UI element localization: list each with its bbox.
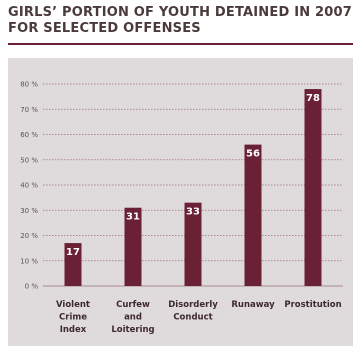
category-label: Disorderly: [168, 300, 218, 310]
y-tick-label: 0 %: [25, 283, 39, 291]
y-tick-label: 40 %: [20, 182, 38, 190]
chart-header: GIRLS’ PORTION OF YOUTH DETAINED IN 2007…: [8, 5, 353, 45]
category-label: Loitering: [111, 325, 154, 335]
category-label: Runaway: [231, 300, 275, 310]
bar-value-label: 33: [186, 207, 200, 218]
chart-panel: 0 % 10 % 20 % 30 % 40 % 50 % 60 % 70 % 80 % 17 31…: [8, 58, 353, 346]
y-tick-label: 30 %: [20, 207, 38, 215]
bar: [184, 202, 202, 286]
bar-value-label: 56: [246, 149, 260, 160]
y-tick-label: 50 %: [20, 156, 38, 164]
bar-value-label: 17: [66, 247, 80, 258]
data-labels: 17 31 33 56 78: [66, 93, 320, 258]
y-tick-label: 10 %: [20, 257, 38, 265]
y-tick-label: 80 %: [20, 81, 38, 89]
y-tick-label: 20 %: [20, 232, 38, 240]
chart-title: GIRLS’ PORTION OF YOUTH DETAINED IN 2007…: [8, 5, 353, 36]
y-tick-label: 70 %: [20, 106, 38, 114]
bar: [244, 144, 262, 286]
category-label: Curfew: [116, 300, 150, 310]
bars: [64, 89, 322, 286]
bar: [304, 89, 322, 286]
category-label: Crime: [59, 313, 87, 323]
bar-chart: 0 % 10 % 20 % 30 % 40 % 50 % 60 % 70 % 80 % 17 31…: [20, 81, 343, 335]
category-label: Prostitution: [284, 300, 341, 310]
category-label: Conduct: [173, 313, 212, 323]
bar-value-label: 78: [306, 93, 320, 104]
bar: [64, 243, 82, 286]
category-label: Violent: [56, 300, 90, 310]
category-label: Index: [60, 325, 87, 335]
title-rule: [8, 43, 353, 45]
y-tick-label: 60 %: [20, 131, 38, 139]
bar: [124, 207, 142, 286]
bar-value-label: 31: [126, 212, 140, 223]
y-axis-ticks: 0 % 10 % 20 % 30 % 40 % 50 % 60 % 70 % 80 %: [20, 81, 38, 291]
category-label: and: [124, 313, 142, 323]
category-labels: Violent Crime Index Curfew and Loitering Disor…: [56, 300, 342, 335]
